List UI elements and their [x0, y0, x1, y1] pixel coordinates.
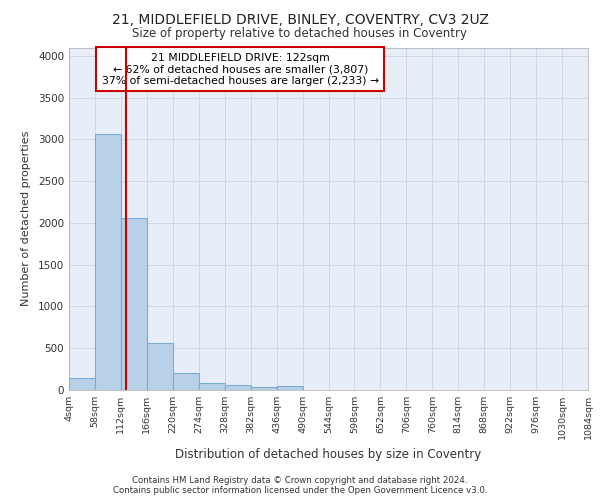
Bar [95, 134, 121, 390]
Bar [277, 386, 302, 390]
X-axis label: Distribution of detached houses by size in Coventry: Distribution of detached houses by size … [175, 448, 482, 460]
Text: Size of property relative to detached houses in Coventry: Size of property relative to detached ho… [133, 28, 467, 40]
Text: 21, MIDDLEFIELD DRIVE, BINLEY, COVENTRY, CV3 2UZ: 21, MIDDLEFIELD DRIVE, BINLEY, COVENTRY,… [112, 12, 488, 26]
Bar [225, 386, 251, 390]
Text: Contains HM Land Registry data © Crown copyright and database right 2024.: Contains HM Land Registry data © Crown c… [132, 476, 468, 485]
Bar [199, 383, 224, 390]
Bar [121, 218, 147, 390]
Text: Contains public sector information licensed under the Open Government Licence v3: Contains public sector information licen… [113, 486, 487, 495]
Bar [147, 343, 173, 390]
Bar [173, 374, 199, 390]
Bar [251, 386, 277, 390]
Y-axis label: Number of detached properties: Number of detached properties [21, 131, 31, 306]
Bar [69, 378, 95, 390]
Text: 21 MIDDLEFIELD DRIVE: 122sqm
← 62% of detached houses are smaller (3,807)
37% of: 21 MIDDLEFIELD DRIVE: 122sqm ← 62% of de… [102, 52, 379, 86]
